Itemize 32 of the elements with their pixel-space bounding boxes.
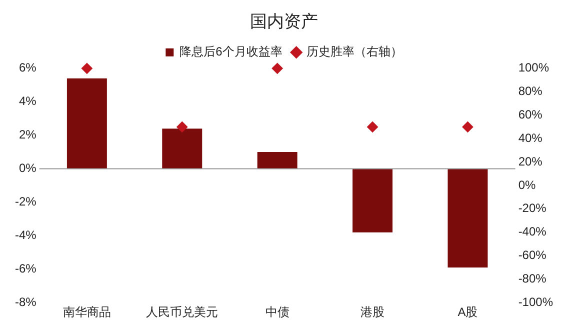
x-tick-label: 中债 bbox=[265, 305, 290, 320]
y2-tick-label: 0% bbox=[518, 178, 536, 192]
bar bbox=[352, 168, 393, 232]
legend-label: 历史胜率（右轴） bbox=[306, 44, 402, 59]
y2-tick-label: 40% bbox=[518, 130, 543, 145]
y2-tick-label: -40% bbox=[518, 224, 547, 239]
bar bbox=[66, 78, 107, 169]
y-tick-label: 4% bbox=[18, 94, 37, 108]
legend-label: 降息后6个月收益率 bbox=[180, 44, 282, 59]
bar bbox=[448, 168, 488, 268]
bar bbox=[162, 128, 202, 169]
x-tick-label: 港股 bbox=[360, 305, 385, 320]
x-tick-label: A股 bbox=[458, 305, 478, 320]
y2-tick-label: 20% bbox=[518, 154, 543, 168]
y-tick-label: -8% bbox=[14, 294, 37, 309]
y-tick-label: 0% bbox=[18, 161, 37, 176]
y-tick-label: -6% bbox=[14, 261, 37, 276]
y-tick-label: 6% bbox=[18, 60, 37, 75]
chart-title: 国内资产 bbox=[250, 12, 318, 31]
bar bbox=[257, 152, 298, 169]
y2-tick-label: -20% bbox=[518, 201, 547, 216]
y-tick-label: -2% bbox=[14, 194, 37, 209]
y2-tick-label: 100% bbox=[518, 60, 550, 75]
y-tick-label: -4% bbox=[14, 228, 37, 242]
x-tick-label: 人民币兑美元 bbox=[146, 305, 218, 320]
y2-tick-label: 60% bbox=[518, 108, 543, 122]
y2-tick-label: -60% bbox=[518, 248, 547, 262]
y-tick-label: 2% bbox=[18, 128, 37, 142]
y2-tick-label: -80% bbox=[518, 271, 547, 286]
x-tick-label: 南华商品 bbox=[62, 305, 111, 320]
y2-tick-label: 80% bbox=[518, 84, 543, 98]
y2-tick-label: -100% bbox=[518, 294, 554, 309]
